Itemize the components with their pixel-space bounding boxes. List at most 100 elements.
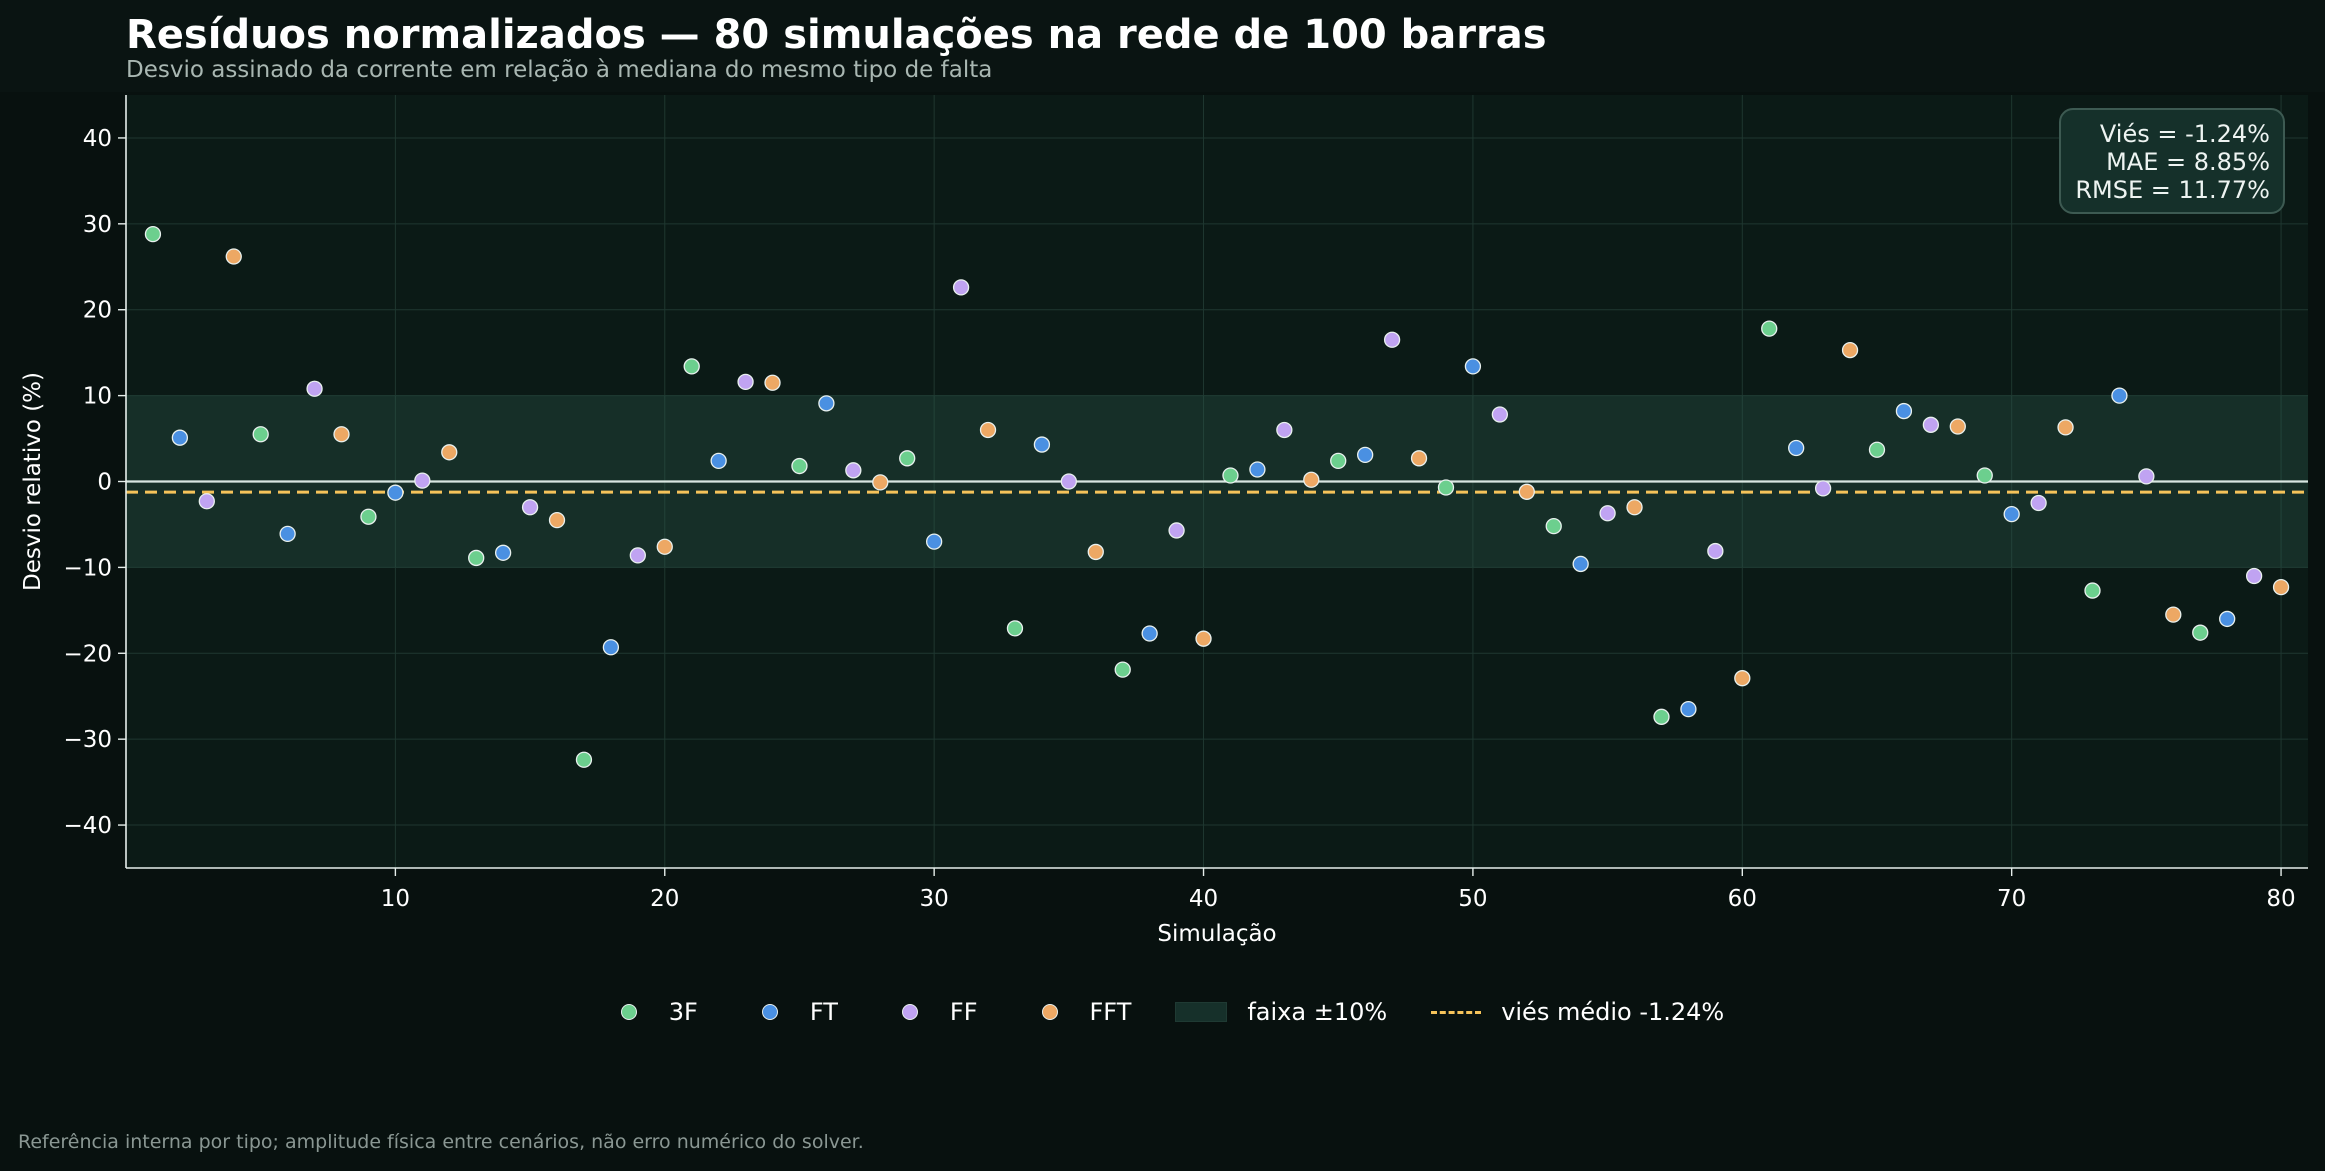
point-fft [2272, 578, 2290, 596]
point-ff [737, 373, 754, 391]
stats-bias: Viés = -1.24% [2099, 120, 2270, 148]
legend-label-band: faixa ±10% [1247, 998, 1388, 1026]
legend-item-ft: FT [742, 998, 838, 1026]
point-3f [1653, 708, 1670, 725]
point-3f [1868, 441, 1886, 458]
stats-box: Viés = -1.24% MAE = 8.85% RMSE = 11.77% [2059, 108, 2285, 214]
point-ft [1788, 439, 1805, 457]
point-ft [2003, 505, 2020, 523]
legend-item-ff: FF [882, 998, 978, 1026]
point-fft [1841, 341, 1859, 359]
footnote: Referência interna por tipo; amplitude f… [18, 1131, 864, 1153]
point-3f [1976, 467, 1993, 484]
legend-label-bias: viés médio -1.24% [1501, 998, 1725, 1026]
y-tick-label: 10 [83, 384, 112, 410]
point-ft [602, 639, 620, 656]
point-ff [2138, 468, 2155, 485]
point-ff [1383, 331, 1401, 348]
point-ft [494, 544, 512, 561]
y-tick-label: −40 [63, 813, 112, 839]
point-fft [764, 374, 781, 391]
point-3f [791, 457, 808, 475]
point-ff [1814, 480, 1832, 497]
point-ff [414, 472, 431, 489]
legend-patch-band [1175, 1002, 1228, 1022]
point-3f [683, 358, 700, 375]
y-tick-label: 30 [83, 212, 112, 238]
legend-label-ft: FT [809, 998, 838, 1026]
point-fft [1195, 630, 1212, 647]
x-axis-label: Simulação [1157, 921, 1276, 947]
y-tick-label: 40 [83, 126, 112, 152]
point-ff [1707, 542, 1724, 560]
point-fft [656, 538, 673, 555]
legend-marker-3f [620, 1004, 637, 1020]
point-ff [1060, 473, 1077, 490]
x-tick-label: 50 [1458, 886, 1487, 912]
point-ft [1357, 446, 1374, 464]
y-tick-label: −20 [63, 641, 112, 667]
point-ft [2219, 610, 2236, 628]
point-fft [333, 426, 350, 443]
point-3f [360, 508, 377, 525]
point-ff [521, 499, 539, 516]
point-ff [198, 493, 215, 510]
title-band [0, 0, 2325, 92]
legend-item-3f: 3F [601, 998, 698, 1026]
x-tick-label: 10 [381, 886, 410, 912]
point-ff [2030, 494, 2047, 512]
point-ff [845, 462, 862, 479]
point-fft [1949, 418, 1966, 435]
legend-label-3f: 3F [668, 998, 698, 1026]
x-tick-label: 40 [1189, 886, 1218, 912]
point-ft [387, 484, 404, 501]
stats-mae: MAE = 8.85% [2106, 148, 2270, 176]
point-fft [979, 421, 997, 439]
legend-item-bias: viés médio -1.24% [1431, 998, 1724, 1026]
point-3f [575, 751, 593, 768]
point-ft [1033, 436, 1051, 453]
point-ff [952, 279, 970, 296]
x-tick-label: 30 [920, 886, 949, 912]
legend-label-ff: FF [949, 998, 978, 1026]
point-3f [2084, 582, 2101, 599]
point-ff [1491, 406, 1509, 423]
legend-marker-ff [901, 1004, 918, 1020]
point-ft [171, 429, 189, 446]
point-ff [2245, 567, 2263, 585]
point-3f [1222, 467, 1239, 484]
y-tick-label: −30 [63, 727, 112, 753]
x-tick-label: 80 [2266, 886, 2295, 912]
x-tick-label: 60 [1728, 886, 1757, 912]
point-fft [441, 444, 458, 461]
chart-subtitle: Desvio assinado da corrente em relação à… [126, 57, 993, 83]
x-tick-label: 20 [650, 886, 679, 912]
point-ff [306, 380, 323, 397]
point-fft [872, 474, 889, 491]
legend-item-band: faixa ±10% [1175, 998, 1387, 1026]
y-axis-label: Desvio relativo (%) [20, 372, 46, 591]
point-3f [468, 549, 485, 567]
point-fft [225, 248, 242, 265]
x-tick-label: 70 [1997, 886, 2026, 912]
point-3f [1330, 452, 1347, 470]
stats-rmse: RMSE = 11.77% [2075, 176, 2270, 204]
legend: 3F FT FF FFT faixa ±10% viés médio -1.24… [0, 992, 2325, 1032]
point-fft [1303, 471, 1320, 488]
point-ff [1276, 421, 1293, 439]
chart-title: Resíduos normalizados — 80 simulações na… [126, 12, 1547, 58]
point-ft [1141, 625, 1158, 642]
point-fft [1087, 543, 1104, 561]
point-3f [1545, 518, 1562, 535]
point-ft [818, 395, 835, 412]
point-ff [1168, 522, 1185, 539]
point-ft [1572, 555, 1589, 573]
point-3f [2192, 624, 2209, 641]
point-3f [144, 225, 162, 243]
point-ff [629, 547, 646, 564]
point-ft [1249, 461, 1266, 478]
point-ft [1464, 358, 1482, 375]
y-tick-label: 20 [83, 298, 112, 324]
point-3f [252, 426, 269, 443]
